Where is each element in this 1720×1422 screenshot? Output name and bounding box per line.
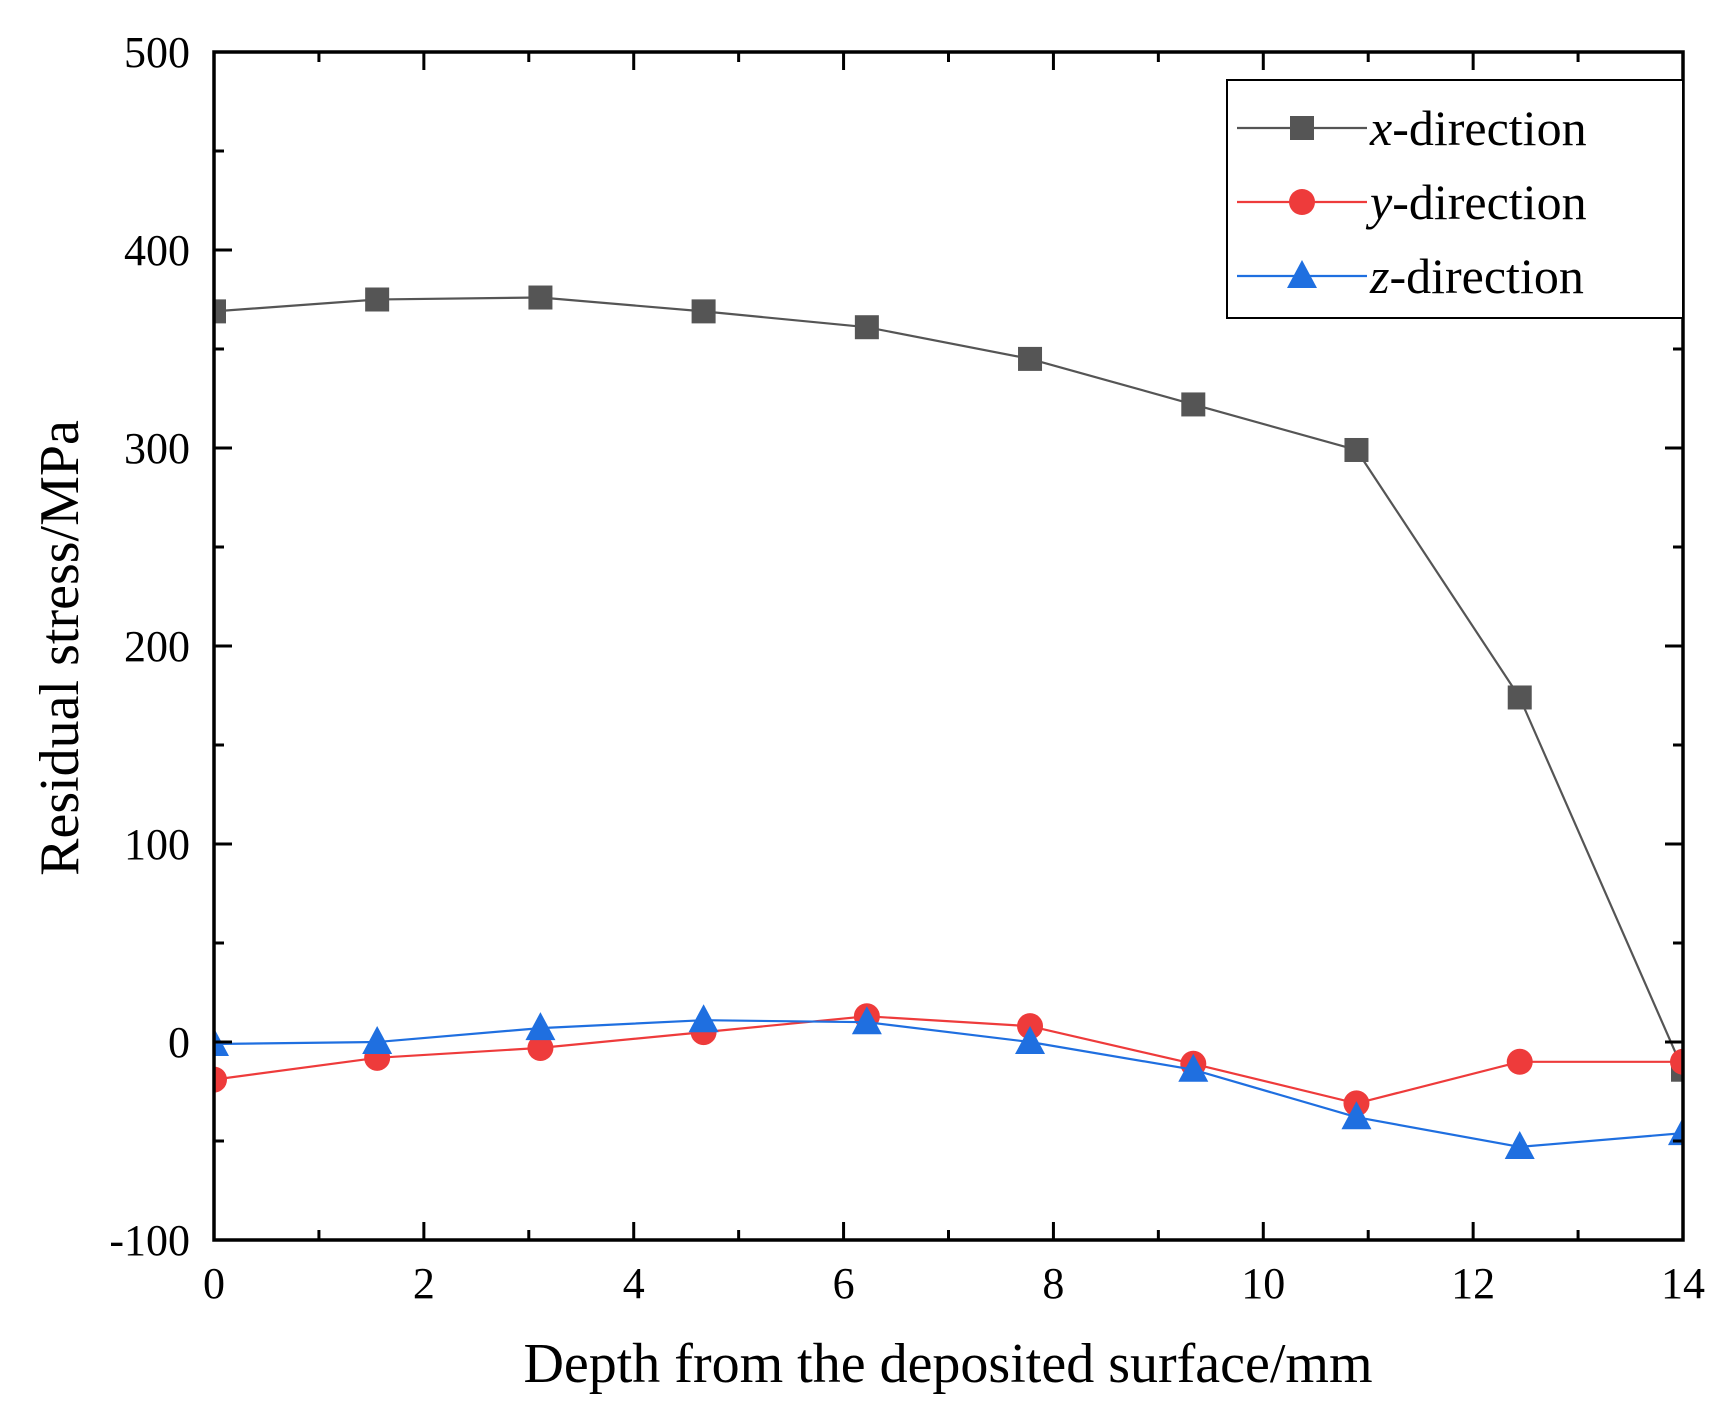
- x-tick-label-2: 4: [623, 1259, 645, 1308]
- data-point-y-0: [214, 1066, 227, 1093]
- data-point-z-1: [362, 1026, 393, 1054]
- data-point-y-9: [1670, 1048, 1683, 1075]
- legend-suffix-y: -direction: [1392, 174, 1586, 230]
- legend-var-x: x: [1369, 100, 1392, 156]
- legend-var-y: y: [1365, 174, 1393, 230]
- legend-marker-x: [1290, 116, 1314, 140]
- x-tick-label-1: 2: [413, 1259, 435, 1308]
- series-group: [214, 285, 1683, 1159]
- data-point-z-4: [851, 1006, 882, 1035]
- y-axis-title: Residual stress/MPa: [29, 420, 91, 876]
- data-point-x-2: [528, 285, 553, 310]
- axes: 0 2 4 6 8 10 12 14 -100 0 100 200 300 400 500: [109, 28, 1705, 1308]
- y-tick-label-5: 400: [124, 226, 190, 275]
- y-tick-label-6: 500: [124, 28, 190, 77]
- data-point-z-8: [1504, 1130, 1535, 1159]
- legend-label-x: x-direction: [1369, 100, 1587, 156]
- y-tick-label-3: 200: [124, 622, 190, 671]
- data-point-z-6: [1178, 1053, 1209, 1082]
- legend-suffix-z: -direction: [1389, 248, 1583, 304]
- data-point-x-5: [1018, 346, 1043, 371]
- legend-marker-y: [1289, 189, 1315, 215]
- data-point-x-4: [854, 315, 879, 340]
- data-point-z-2: [525, 1012, 556, 1041]
- x-axis-title: Depth from the deposited surface/mm: [523, 1333, 1372, 1395]
- y-tick-label-2: 100: [124, 820, 190, 869]
- data-point-y-8: [1506, 1048, 1533, 1075]
- data-point-z-7: [1341, 1101, 1372, 1130]
- data-point-x-8: [1507, 685, 1532, 710]
- legend-label-y: y-direction: [1365, 174, 1587, 230]
- x-tick-label-5: 10: [1241, 1259, 1285, 1308]
- legend-suffix-x: -direction: [1392, 100, 1586, 156]
- legend-marker-z: [1287, 260, 1317, 288]
- data-point-x-1: [365, 287, 390, 312]
- y-tick-label-1: 0: [168, 1018, 190, 1067]
- y-tick-label-4: 300: [124, 424, 190, 473]
- series-line-z: [214, 1019, 1683, 1149]
- plot-area: [214, 285, 1683, 1159]
- legend-label-z: z-direction: [1369, 248, 1584, 304]
- x-tick-label-6: 12: [1451, 1259, 1495, 1308]
- data-point-x-7: [1344, 437, 1369, 462]
- legend-var-z: z: [1369, 248, 1389, 304]
- series-line-y: [214, 1015, 1683, 1105]
- data-point-y-2: [527, 1034, 554, 1061]
- x-tick-label-4: 8: [1042, 1259, 1064, 1308]
- data-point-x-3: [691, 299, 716, 324]
- data-point-z-3: [688, 1004, 719, 1033]
- data-point-x-6: [1181, 392, 1206, 417]
- x-tick-label-7: 14: [1661, 1259, 1705, 1308]
- data-point-z-5: [1015, 1026, 1046, 1054]
- x-tick-label-0: 0: [203, 1259, 225, 1308]
- data-point-x-0: [214, 299, 226, 324]
- y-tick-label-0: -100: [109, 1216, 190, 1265]
- x-tick-label-3: 6: [833, 1259, 855, 1308]
- series-line-x: [214, 296, 1683, 1071]
- data-point-z-9: [1668, 1117, 1683, 1146]
